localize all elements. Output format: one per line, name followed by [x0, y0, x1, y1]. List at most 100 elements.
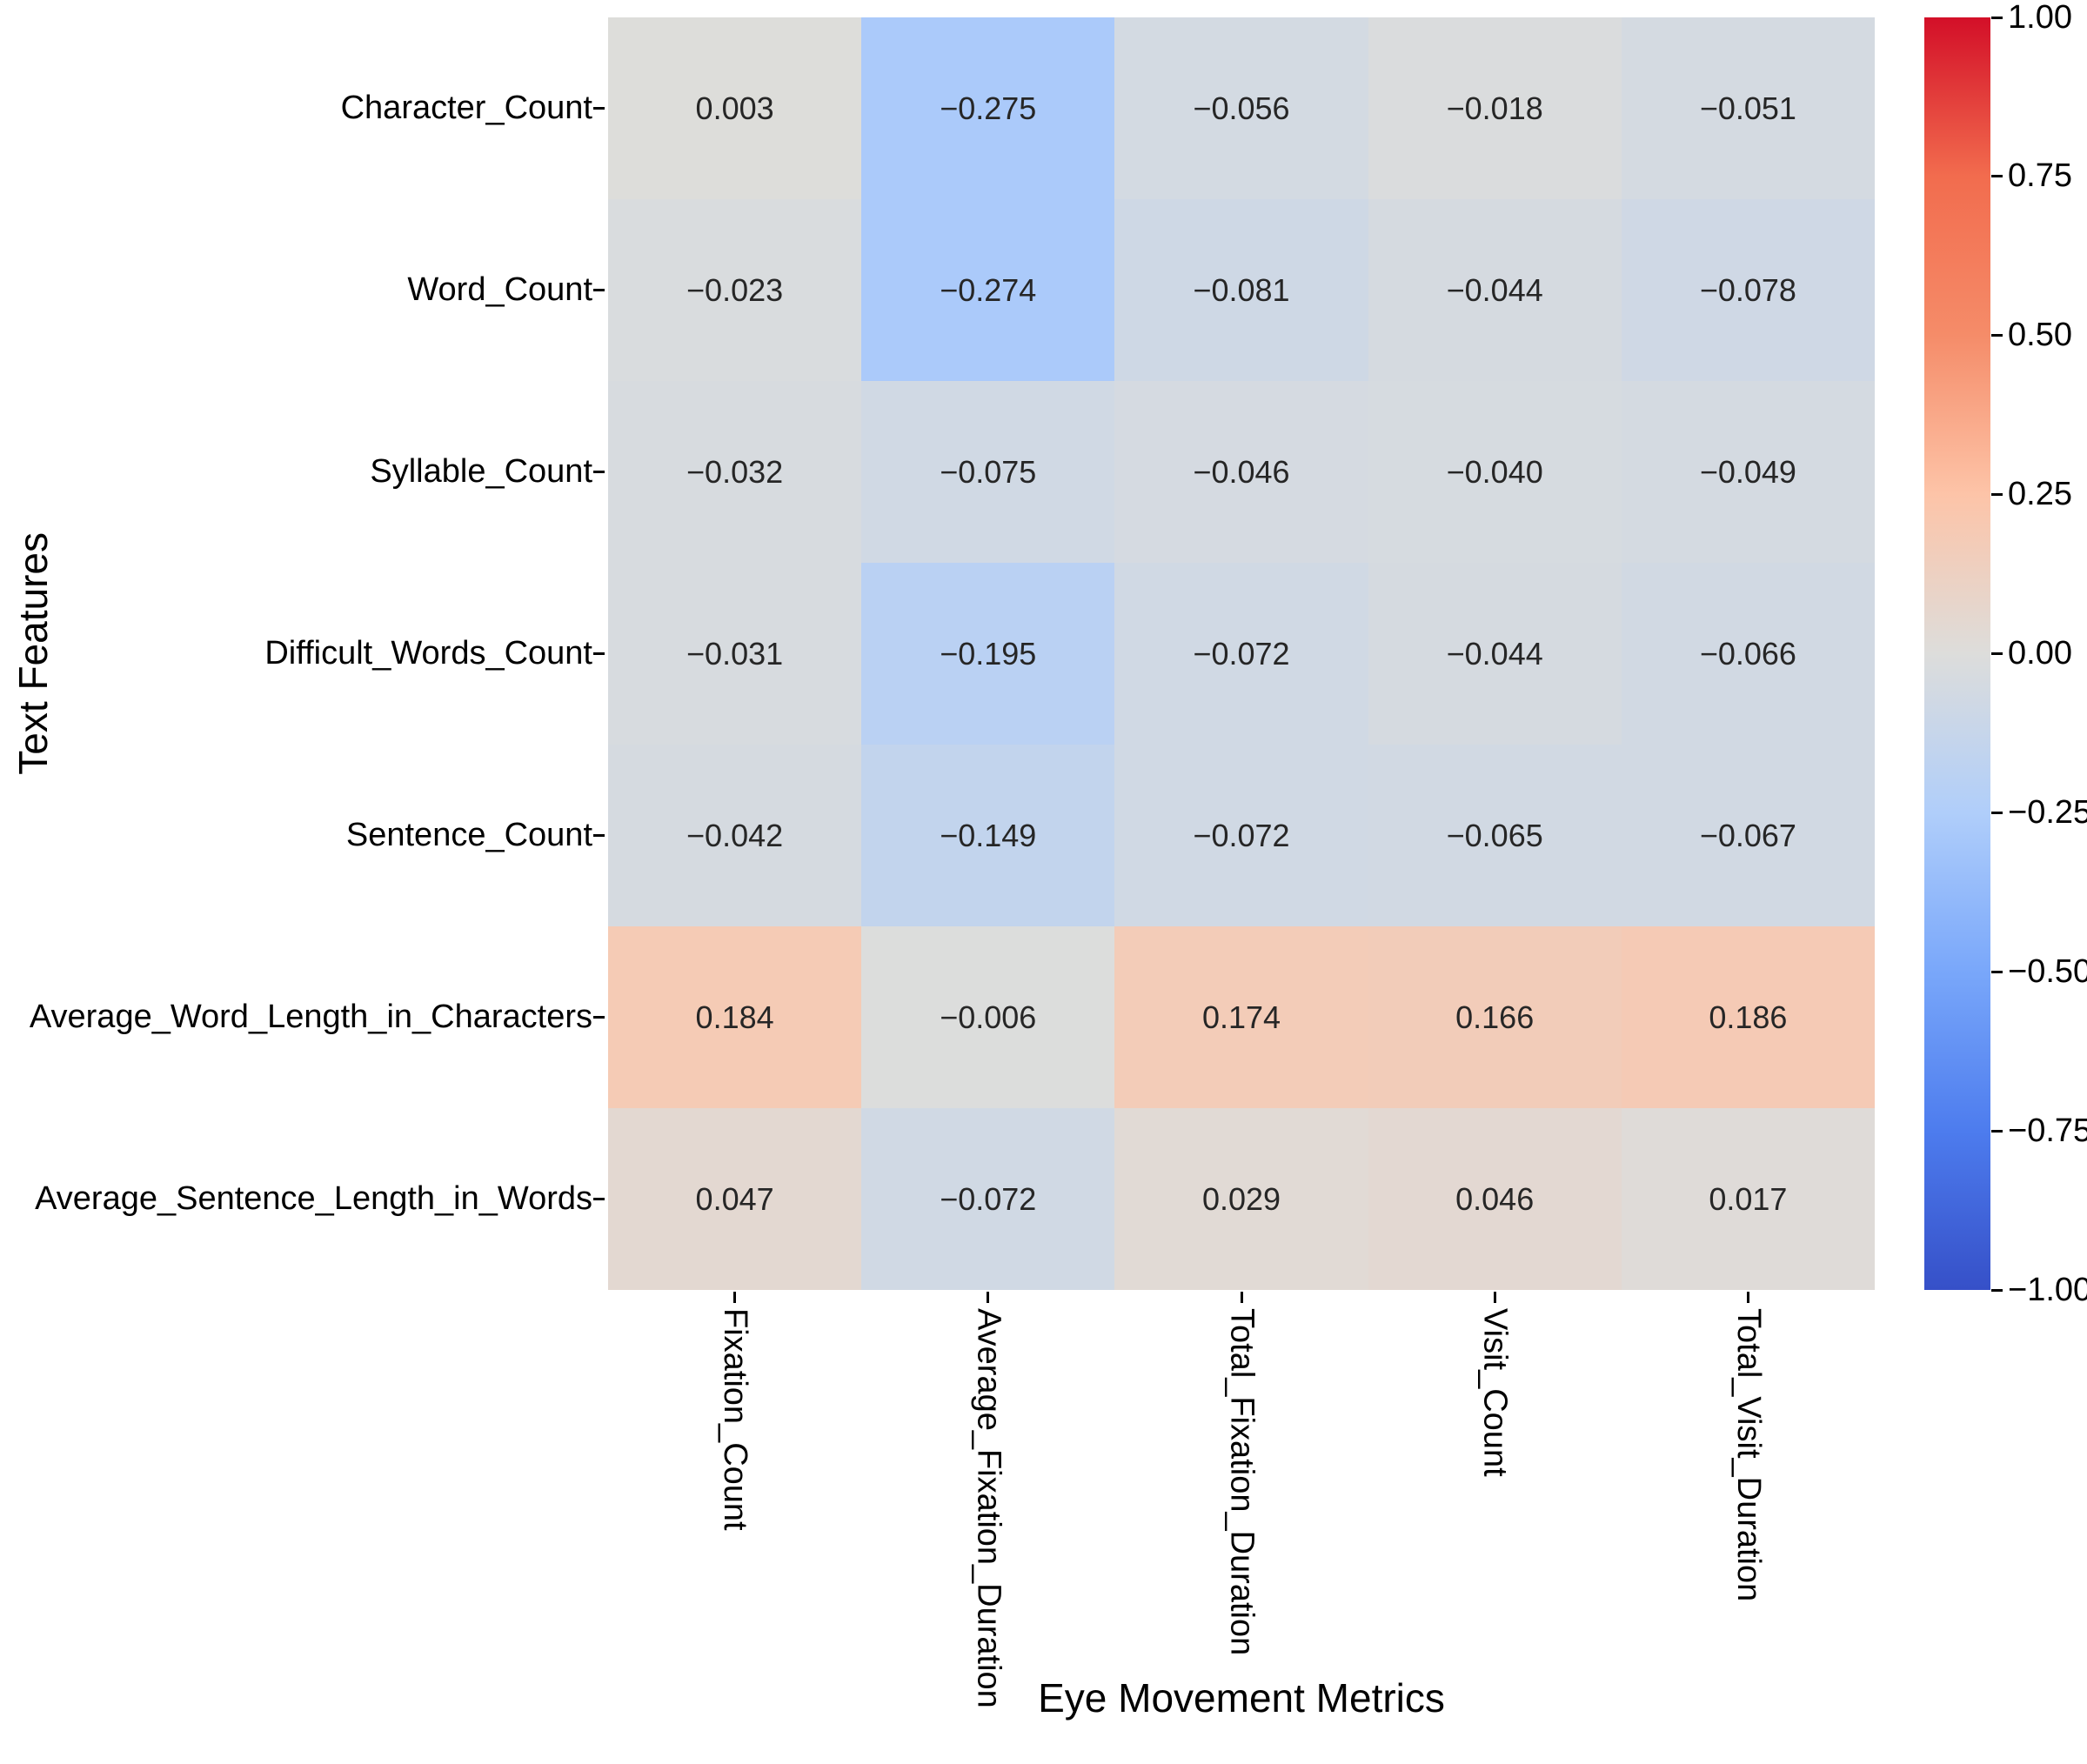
- colorbar-tick-mark: [1991, 811, 2003, 814]
- heatmap-cell: 0.184: [608, 926, 862, 1108]
- heatmap-cell: −0.040: [1368, 381, 1622, 563]
- heatmap-cell: 0.029: [1114, 1108, 1368, 1290]
- cell-value: 0.046: [1455, 1180, 1535, 1217]
- colorbar-tick-label: 1.00: [2008, 0, 2072, 36]
- cell-value: −0.044: [1446, 271, 1543, 308]
- y-tick-mark: [593, 289, 605, 291]
- heatmap-cell: 0.186: [1621, 926, 1875, 1108]
- cell-value: −0.042: [686, 817, 784, 853]
- heatmap-cell: −0.072: [861, 1108, 1115, 1290]
- x-tick-mark: [1493, 1292, 1496, 1303]
- colorbar-tick-label: −1.00: [2008, 1271, 2087, 1308]
- cell-value: 0.174: [1201, 999, 1281, 1035]
- x-tick-label: Visit_Count: [1476, 1308, 1514, 1477]
- y-tick-label: Average_Sentence_Length_in_Words: [35, 1180, 592, 1217]
- heatmap-cell: −0.078: [1621, 199, 1875, 381]
- heatmap-cell: −0.044: [1368, 563, 1622, 745]
- heatmap-cell: −0.072: [1114, 563, 1368, 745]
- y-tick-mark: [593, 1016, 605, 1019]
- y-tick-label: Sentence_Count: [345, 817, 592, 853]
- cell-value: 0.166: [1455, 999, 1535, 1035]
- cell-value: −0.275: [940, 90, 1037, 126]
- heatmap-cell: −0.072: [1114, 745, 1368, 926]
- colorbar-tick-label: 0.25: [2008, 476, 2072, 513]
- heatmap-cell: −0.046: [1114, 381, 1368, 563]
- heatmap-cell: −0.065: [1368, 745, 1622, 926]
- cell-value: −0.056: [1193, 90, 1290, 126]
- x-tick-mark: [1240, 1292, 1243, 1303]
- x-tick-mark: [1746, 1292, 1749, 1303]
- colorbar-tick-mark: [1991, 175, 2003, 178]
- cell-value: 0.184: [695, 999, 774, 1035]
- cell-value: −0.065: [1446, 817, 1543, 853]
- heatmap-cell: −0.031: [608, 563, 862, 745]
- x-tick-label: Total_Visit_Duration: [1729, 1308, 1767, 1602]
- cell-value: −0.078: [1699, 271, 1796, 308]
- colorbar: [1924, 17, 1990, 1290]
- heatmap-cell: 0.003: [608, 17, 862, 199]
- cell-value: 0.186: [1709, 999, 1788, 1035]
- heatmap-cell: −0.018: [1368, 17, 1622, 199]
- heatmap-cell: −0.006: [861, 926, 1115, 1108]
- cell-value: −0.018: [1446, 90, 1543, 126]
- cell-value: −0.023: [686, 271, 784, 308]
- cell-value: −0.081: [1193, 271, 1290, 308]
- heatmap-cell: −0.195: [861, 563, 1115, 745]
- cell-value: −0.067: [1699, 817, 1796, 853]
- heatmap-cell: −0.067: [1621, 745, 1875, 926]
- heatmap-cell: −0.274: [861, 199, 1115, 381]
- x-tick-label: Total_Fixation_Duration: [1223, 1308, 1261, 1656]
- heatmap-cell: −0.056: [1114, 17, 1368, 199]
- colorbar-tick-label: −0.50: [2008, 952, 2087, 990]
- x-tick-mark: [733, 1292, 737, 1303]
- heatmap-cell: −0.275: [861, 17, 1115, 199]
- colorbar-tick-mark: [1991, 970, 2003, 973]
- cell-value: −0.044: [1446, 635, 1543, 672]
- y-tick-mark: [593, 1198, 605, 1200]
- x-axis-title: Eye Movement Metrics: [1038, 1675, 1445, 1721]
- y-tick-label: Word_Count: [407, 271, 592, 308]
- cell-value: −0.031: [686, 635, 784, 672]
- heatmap-cell: −0.149: [861, 745, 1115, 926]
- cell-value: −0.072: [1193, 817, 1290, 853]
- colorbar-tick-label: 0.00: [2008, 635, 2072, 672]
- colorbar-tick-mark: [1991, 493, 2003, 497]
- colorbar-tick-mark: [1991, 652, 2003, 655]
- y-tick-mark: [593, 834, 605, 837]
- cell-value: −0.040: [1446, 453, 1543, 490]
- colorbar-tick-label: −0.25: [2008, 793, 2087, 831]
- colorbar-tick-label: 0.75: [2008, 157, 2072, 195]
- cell-value: −0.195: [940, 635, 1037, 672]
- colorbar-tick-mark: [1991, 334, 2003, 337]
- heatmap-cell: 0.046: [1368, 1108, 1622, 1290]
- colorbar-tick-mark: [1991, 16, 2003, 19]
- cell-value: −0.149: [940, 817, 1037, 853]
- heatmap-cell: 0.174: [1114, 926, 1368, 1108]
- heatmap-cell: −0.075: [861, 381, 1115, 563]
- cell-value: 0.029: [1201, 1180, 1281, 1217]
- y-tick-mark: [593, 471, 605, 473]
- cell-value: −0.075: [940, 453, 1037, 490]
- heatmap-cell: −0.051: [1621, 17, 1875, 199]
- cell-value: −0.046: [1193, 453, 1290, 490]
- heatmap-cell: 0.017: [1621, 1108, 1875, 1290]
- cell-value: −0.072: [1193, 635, 1290, 672]
- y-tick-mark: [593, 107, 605, 110]
- heatmap-cell: −0.081: [1114, 199, 1368, 381]
- heatmap-cell: −0.044: [1368, 199, 1622, 381]
- cell-value: −0.032: [686, 453, 784, 490]
- cell-value: 0.003: [695, 90, 774, 126]
- colorbar-tick-label: 0.50: [2008, 317, 2072, 354]
- cell-value: −0.051: [1699, 90, 1796, 126]
- heatmap-cell: 0.047: [608, 1108, 862, 1290]
- x-tick-label: Fixation_Count: [717, 1308, 754, 1531]
- y-tick-label: Character_Count: [340, 90, 592, 126]
- heatmap-cell: −0.032: [608, 381, 862, 563]
- cell-value: −0.049: [1699, 453, 1796, 490]
- cell-value: −0.006: [940, 999, 1037, 1035]
- y-tick-label: Average_Word_Length_in_Characters: [29, 999, 592, 1035]
- cell-value: −0.072: [940, 1180, 1037, 1217]
- heatmap-cell: −0.066: [1621, 563, 1875, 745]
- cell-value: −0.066: [1699, 635, 1796, 672]
